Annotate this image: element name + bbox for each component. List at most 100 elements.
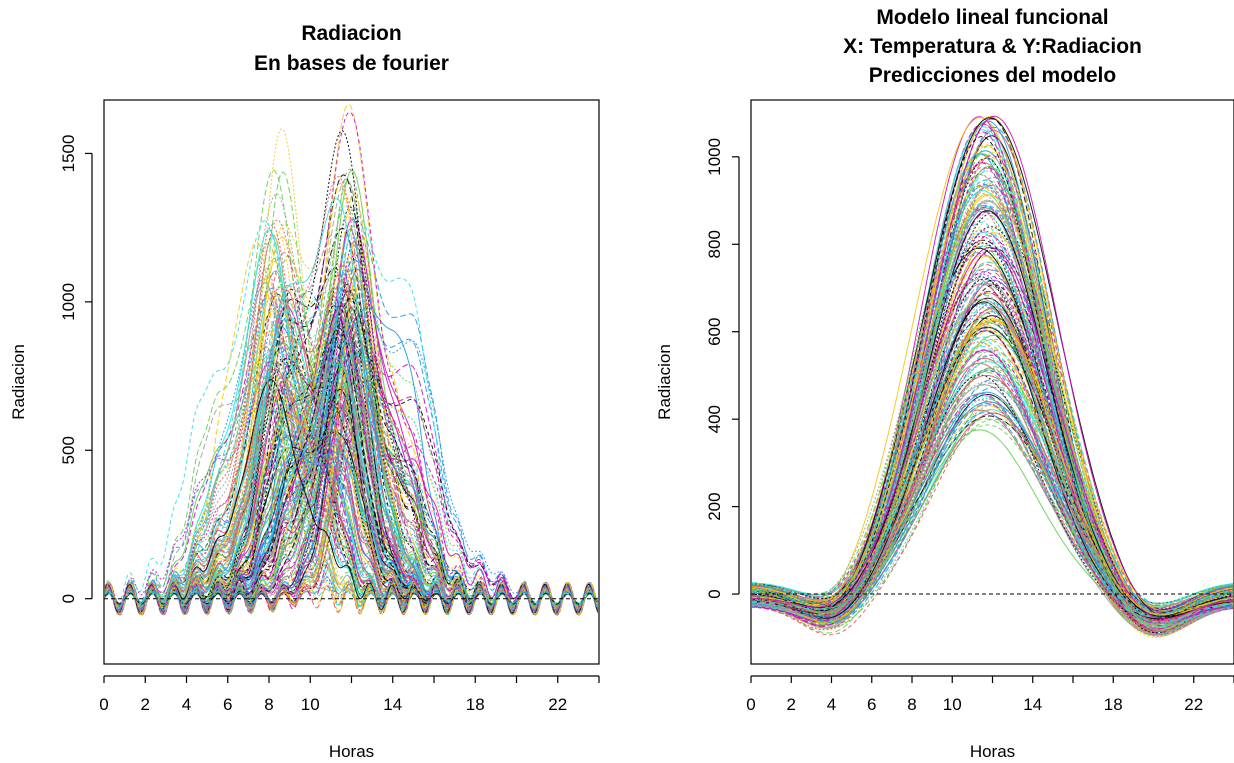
series-line-52	[752, 205, 1233, 612]
series-line-116	[752, 303, 1233, 620]
series-line-47	[752, 310, 1233, 638]
series-line-72	[752, 300, 1233, 631]
series-line-120	[752, 384, 1233, 628]
series-line-172	[752, 326, 1233, 619]
series-line-35	[752, 245, 1233, 614]
x-tick-label: 0	[746, 695, 755, 714]
curves-group	[105, 103, 598, 616]
series-line-180	[752, 184, 1233, 613]
series-line-62	[752, 273, 1233, 616]
series-line-198	[752, 246, 1233, 619]
chart-title-line-1: Radiacion	[301, 22, 401, 45]
series-line-23	[752, 330, 1233, 621]
series-line-175	[752, 185, 1233, 617]
y-axis-title: Radiacion	[9, 344, 28, 420]
series-line-171	[752, 418, 1233, 617]
series-line-87	[752, 339, 1233, 617]
series-line-125	[752, 167, 1233, 625]
series-line-191	[752, 194, 1233, 611]
series-line-68	[752, 269, 1233, 620]
series-line-164	[752, 401, 1233, 625]
series-line-20	[752, 322, 1233, 615]
series-line-156	[752, 183, 1233, 618]
series-line-78	[752, 292, 1233, 614]
series-line-166	[752, 211, 1233, 611]
series-line-195	[105, 360, 598, 611]
chart-panel-1: Radiacion En bases de fourier 0 2 4 6 8 10 14 18 2…	[9, 22, 600, 761]
series-line-50	[752, 264, 1233, 620]
series-line-113	[752, 226, 1233, 619]
series-line-134	[752, 167, 1233, 627]
x-tick-label: 18	[466, 695, 485, 714]
plot-frame	[103, 99, 600, 665]
x-tick-label: 10	[301, 695, 320, 714]
series-line-29	[752, 279, 1233, 624]
series-line-119	[752, 320, 1233, 623]
series-line-214	[105, 361, 598, 613]
series-line-57	[752, 326, 1233, 610]
y-tick-label: 0	[705, 589, 724, 598]
series-line-117	[752, 190, 1233, 622]
series-line-54	[752, 349, 1233, 618]
y-tick-label: 400	[705, 405, 724, 433]
series-line-145	[752, 374, 1233, 623]
series-line-12	[752, 150, 1233, 623]
series-line-159	[752, 216, 1233, 620]
series-line-200	[752, 349, 1233, 624]
y-axis-title: Radiacion	[655, 344, 674, 420]
series-line-130	[752, 320, 1233, 627]
series-line-43	[752, 311, 1233, 634]
series-line-141	[752, 204, 1233, 605]
series-line-220	[105, 291, 598, 612]
series-line-4	[752, 391, 1233, 624]
series-line-195	[752, 165, 1233, 627]
series-line-34	[752, 368, 1233, 628]
series-line-40	[752, 320, 1233, 615]
x-tick-label: 10	[943, 695, 962, 714]
series-line-94	[752, 155, 1233, 626]
series-line-96	[105, 297, 598, 606]
series-line-215	[105, 241, 598, 615]
series-line-70	[752, 393, 1233, 614]
series-line-64	[752, 402, 1233, 623]
series-line-208	[105, 309, 598, 616]
series-line-19	[752, 153, 1233, 630]
x-tick-label: 8	[907, 695, 916, 714]
y-tick-label: 800	[705, 230, 724, 258]
curves-group	[752, 115, 1233, 638]
series-line-192	[105, 405, 598, 615]
series-line-85	[752, 395, 1233, 625]
y-tick-label: 200	[705, 492, 724, 520]
series-line-152	[105, 393, 598, 606]
series-line-162	[752, 166, 1233, 617]
series-line-13	[752, 152, 1233, 619]
series-line-134	[105, 360, 598, 612]
series-line-118	[752, 235, 1233, 610]
series-line-80	[752, 294, 1233, 623]
series-line-126	[752, 204, 1233, 630]
series-line-92	[105, 267, 598, 607]
series-line-61	[752, 202, 1233, 624]
series-line-188	[752, 386, 1233, 623]
series-line-7	[752, 116, 1233, 623]
series-line-176	[752, 192, 1233, 620]
series-line-144	[752, 298, 1233, 608]
series-line-63	[752, 145, 1233, 628]
series-line-186	[752, 374, 1233, 622]
series-line-101	[752, 345, 1233, 611]
series-line-149	[105, 325, 598, 614]
series-line-114	[752, 412, 1233, 623]
series-line-219	[105, 332, 598, 607]
series-line-123	[752, 334, 1233, 618]
series-line-106	[752, 341, 1233, 631]
series-line-127	[752, 292, 1233, 619]
series-line-183	[752, 319, 1233, 623]
series-line-26	[752, 129, 1233, 618]
series-line-73	[752, 290, 1233, 625]
series-line-131	[752, 418, 1233, 619]
series-line-82	[752, 162, 1233, 607]
series-line-143	[752, 318, 1233, 625]
series-line-139	[752, 208, 1233, 607]
series-line-196	[105, 358, 598, 607]
